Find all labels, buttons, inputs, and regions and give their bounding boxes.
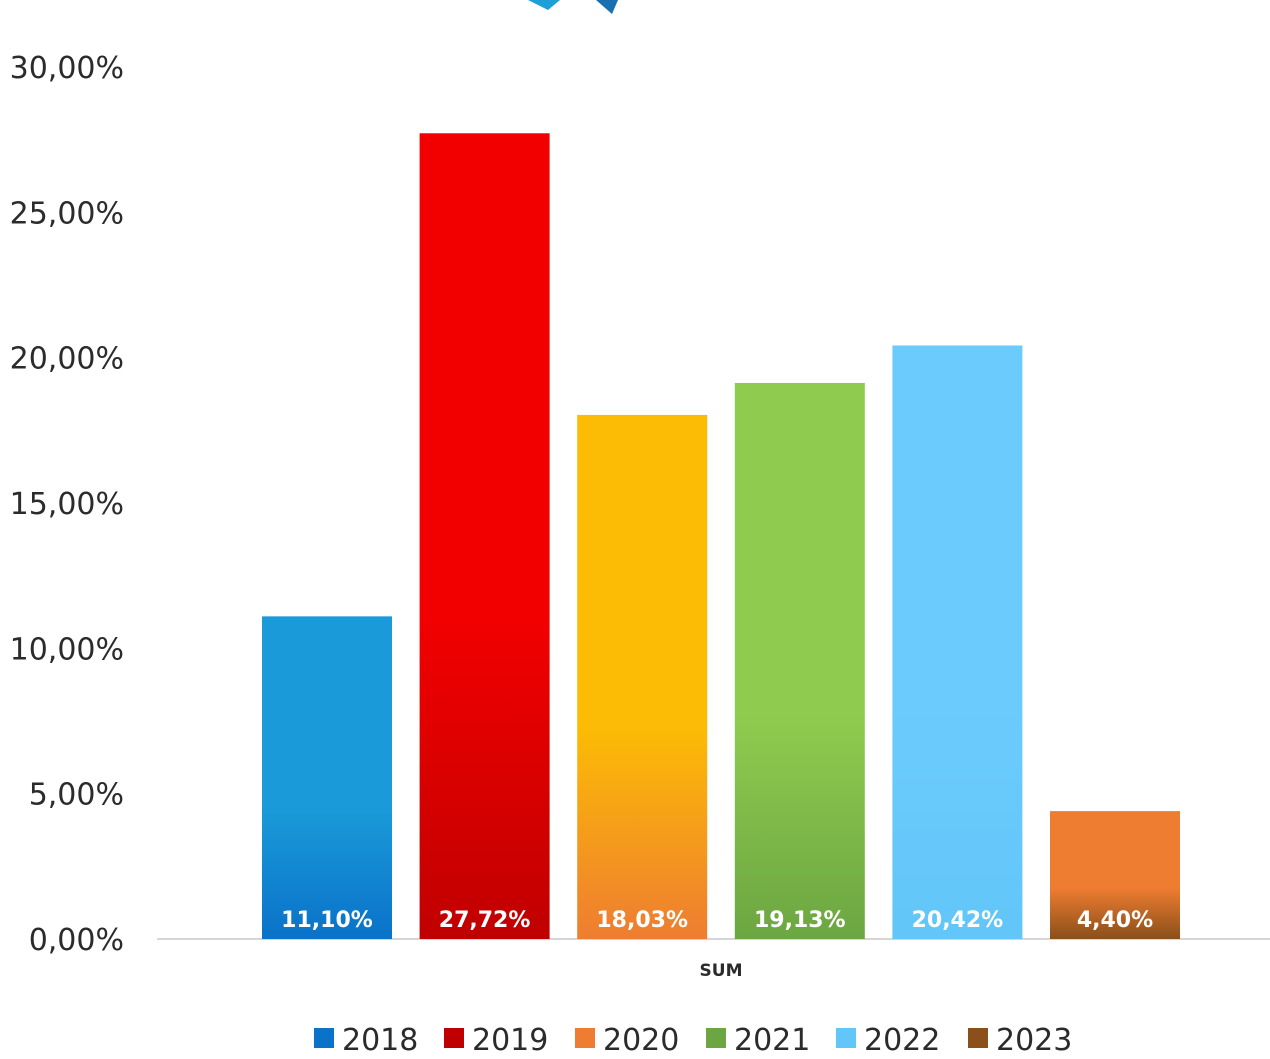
legend-swatch-2022 xyxy=(836,1028,856,1048)
data-label-2018: 11,10% xyxy=(281,908,373,933)
y-tick-label: 30,00% xyxy=(10,51,124,86)
data-label-2022: 20,42% xyxy=(912,908,1004,933)
bar-2019 xyxy=(419,133,550,940)
legend-label-2019: 2019 xyxy=(472,1023,548,1058)
legend-label-2018: 2018 xyxy=(342,1023,418,1058)
x-category-label: SUM xyxy=(700,961,743,981)
data-label-2021: 19,13% xyxy=(754,908,846,933)
legend-swatch-2020 xyxy=(575,1028,595,1048)
data-label-2020: 18,03% xyxy=(596,908,688,933)
y-axis: 0,00% 5,00% 10,00% 15,00% 20,00% 25,00% 30,00% xyxy=(10,51,124,958)
bar-2020 xyxy=(577,414,708,940)
legend: 2018 2019 2020 2021 2022 2023 xyxy=(314,1023,1072,1058)
data-label-2019: 27,72% xyxy=(439,908,531,933)
y-tick-label: 25,00% xyxy=(10,196,124,231)
data-labels: 11,10% 27,72% 18,03% 19,13% 20,42% 4,40% xyxy=(281,908,1153,933)
bar-2022 xyxy=(892,345,1023,939)
y-tick-label: 10,00% xyxy=(10,632,124,667)
legend-swatch-2021 xyxy=(706,1028,726,1048)
legend-label-2020: 2020 xyxy=(603,1023,679,1058)
data-label-2023: 4,40% xyxy=(1077,908,1153,933)
logo-icon xyxy=(528,0,618,14)
legend-label-2023: 2023 xyxy=(996,1023,1072,1058)
y-tick-label: 15,00% xyxy=(10,487,124,522)
bar-2021 xyxy=(734,382,865,939)
legend-label-2022: 2022 xyxy=(864,1023,940,1058)
legend-swatch-2019 xyxy=(444,1028,464,1048)
bars xyxy=(262,133,1180,940)
legend-label-2021: 2021 xyxy=(734,1023,810,1058)
y-tick-label: 20,00% xyxy=(10,342,124,377)
legend-swatch-2023 xyxy=(968,1028,988,1048)
legend-swatch-2018 xyxy=(314,1028,334,1048)
bar-2023 xyxy=(1050,811,1180,939)
y-tick-label: 0,00% xyxy=(29,923,124,958)
y-tick-label: 5,00% xyxy=(29,778,124,813)
bar-2018 xyxy=(262,616,392,939)
